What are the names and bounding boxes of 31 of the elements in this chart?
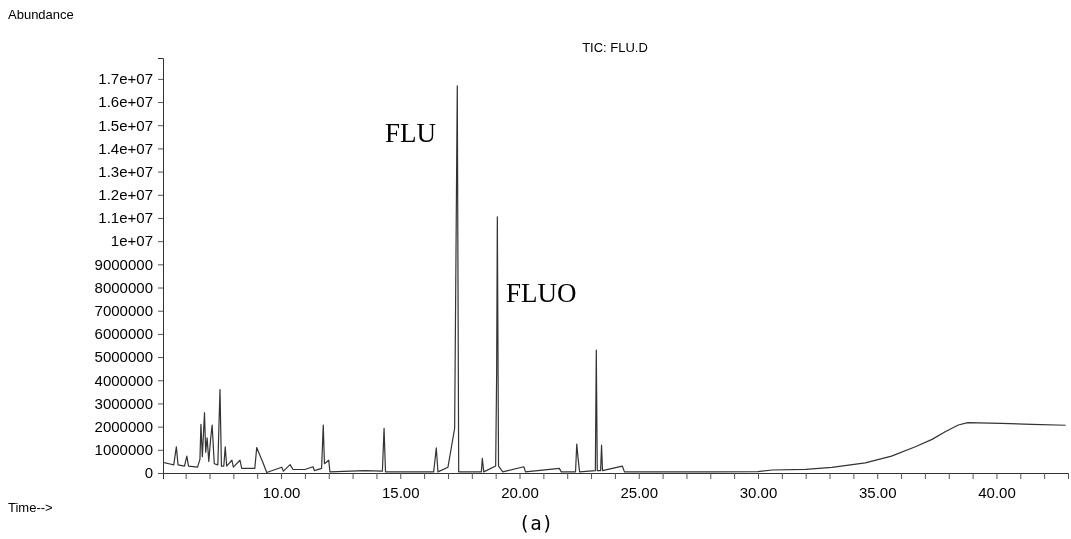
x-tick-label: 20.00 xyxy=(501,483,539,501)
y-axis-title: Abundance xyxy=(8,7,74,22)
y-tick-label: 1e+07 xyxy=(110,232,153,250)
annotation: FLU xyxy=(385,118,437,148)
y-tick-label: 4000000 xyxy=(94,371,153,389)
y-tick-label: 1.2e+07 xyxy=(98,186,153,204)
y-tick-label: 1.1e+07 xyxy=(98,209,153,227)
x-tick-label: 30.00 xyxy=(739,483,778,501)
annotation: FLUO xyxy=(506,278,577,308)
y-tick-label: 2000000 xyxy=(94,417,153,435)
y-tick-label: 5000000 xyxy=(94,348,153,366)
x-tick-label: 40.00 xyxy=(978,483,1016,501)
x-tick-label: 35.00 xyxy=(858,483,897,501)
y-tick-label: 1.5e+07 xyxy=(98,116,153,134)
x-axis-title: Time--> xyxy=(8,500,53,515)
y-tick-label: 1.6e+07 xyxy=(98,93,153,111)
y-tick-label: 3000000 xyxy=(94,394,153,412)
x-tick-label: 10.00 xyxy=(262,483,301,501)
x-tick-label: 15.00 xyxy=(382,483,420,501)
y-tick-label: 8000000 xyxy=(94,278,153,296)
y-tick-label: 0 xyxy=(144,464,153,482)
y-tick-label: 1.4e+07 xyxy=(98,139,153,157)
y-tick-label: 1.7e+07 xyxy=(98,70,153,88)
y-tick-label: 9000000 xyxy=(94,255,153,273)
chart-title: TIC: FLU.D xyxy=(582,40,648,55)
y-tick-label: 6000000 xyxy=(94,325,153,343)
text: (a) xyxy=(518,512,554,534)
y-tick-label: 1.3e+07 xyxy=(98,162,153,180)
x-tick-label: 25.00 xyxy=(620,483,659,501)
y-tick-label: 1000000 xyxy=(94,441,153,459)
y-tick-label: 7000000 xyxy=(94,302,153,320)
